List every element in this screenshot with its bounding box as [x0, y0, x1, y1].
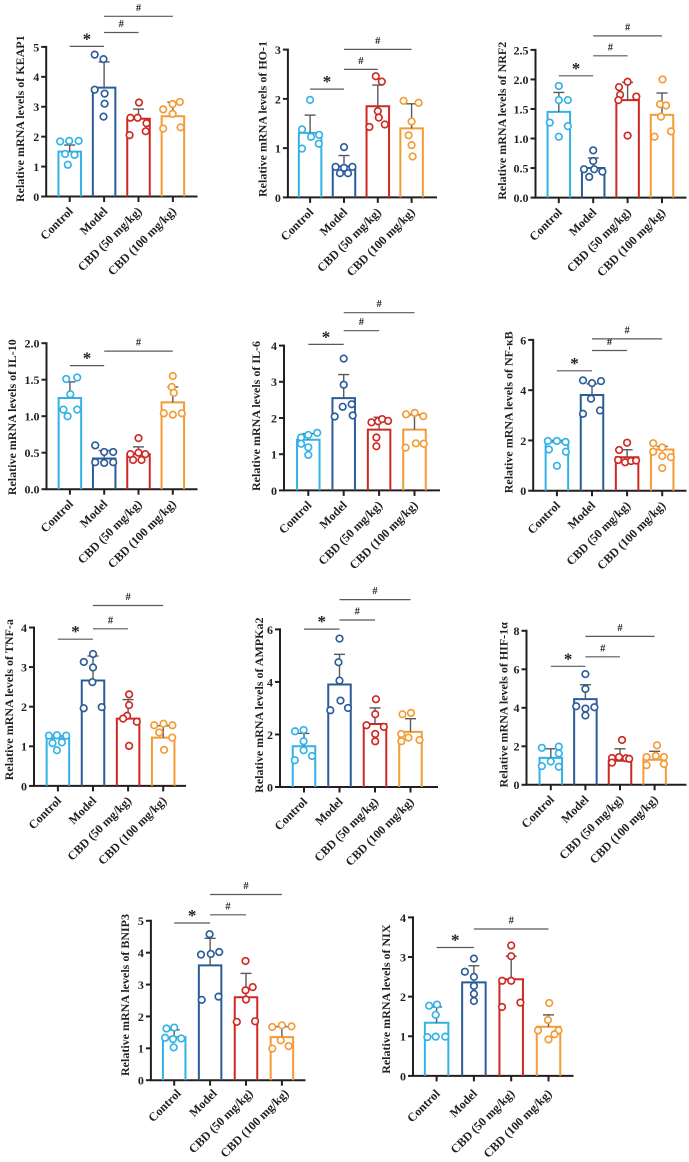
svg-text:6: 6: [514, 663, 520, 677]
svg-text:2.0: 2.0: [514, 73, 529, 87]
svg-text:3: 3: [275, 43, 281, 57]
svg-text:4: 4: [520, 384, 526, 398]
svg-text:2: 2: [21, 700, 27, 714]
svg-text:#: #: [108, 615, 114, 626]
svg-text:4: 4: [271, 339, 277, 353]
svg-text:#: #: [225, 901, 231, 912]
svg-text:*: *: [71, 622, 80, 641]
svg-text:#: #: [372, 586, 378, 597]
svg-text:0: 0: [520, 484, 526, 498]
svg-text:#: #: [119, 19, 125, 30]
svg-text:2: 2: [400, 990, 406, 1004]
svg-text:Relative mRNA levels of NRF2: Relative mRNA levels of NRF2: [495, 42, 509, 200]
svg-text:1: 1: [138, 1042, 144, 1056]
svg-text:*: *: [188, 906, 197, 925]
svg-text:*: *: [323, 72, 332, 91]
svg-text:0: 0: [33, 190, 39, 204]
svg-text:1: 1: [21, 740, 27, 754]
svg-text:#: #: [608, 42, 614, 53]
svg-text:*: *: [318, 612, 327, 631]
svg-text:2: 2: [514, 740, 520, 754]
svg-text:6: 6: [267, 623, 273, 637]
svg-text:3: 3: [138, 978, 144, 992]
svg-text:0.5: 0.5: [25, 446, 40, 460]
svg-text:#: #: [136, 338, 142, 349]
svg-text:*: *: [570, 354, 579, 373]
svg-text:4: 4: [33, 70, 39, 84]
svg-text:*: *: [451, 931, 460, 950]
svg-text:2: 2: [33, 130, 39, 144]
svg-text:Relative mRNA levels of IL-10: Relative mRNA levels of IL-10: [5, 339, 19, 495]
svg-text:Relative mRNA levels of NF-κB: Relative mRNA levels of NF-κB: [502, 331, 516, 493]
svg-text:0: 0: [267, 780, 273, 794]
svg-text:5: 5: [138, 914, 144, 928]
svg-text:Relative mRNA levels of AMPKa2: Relative mRNA levels of AMPKa2: [252, 618, 266, 793]
svg-text:*: *: [322, 327, 331, 346]
svg-text:Relative mRNA levels of HIF-1α: Relative mRNA levels of HIF-1α: [496, 622, 510, 788]
svg-text:4: 4: [267, 675, 273, 689]
svg-text:4: 4: [21, 621, 27, 635]
svg-text:0: 0: [514, 778, 520, 792]
svg-text:#: #: [355, 607, 361, 618]
svg-text:4: 4: [400, 911, 406, 925]
svg-text:#: #: [607, 337, 613, 348]
svg-text:0: 0: [275, 191, 281, 205]
svg-text:*: *: [564, 649, 573, 668]
svg-text:1.5: 1.5: [25, 373, 40, 387]
svg-text:Relative mRNA levels of TNF-a: Relative mRNA levels of TNF-a: [2, 619, 16, 780]
svg-text:8: 8: [514, 624, 520, 638]
svg-text:3: 3: [271, 375, 277, 389]
svg-text:#: #: [125, 592, 131, 603]
svg-text:1.0: 1.0: [514, 132, 529, 146]
svg-text:3: 3: [33, 100, 39, 114]
svg-text:*: *: [83, 349, 92, 368]
svg-text:#: #: [617, 623, 623, 634]
svg-text:2: 2: [275, 92, 281, 106]
svg-text:#: #: [358, 56, 364, 67]
svg-text:#: #: [624, 325, 630, 336]
svg-text:#: #: [359, 317, 365, 328]
svg-text:2: 2: [271, 411, 277, 425]
svg-text:2.5: 2.5: [514, 43, 529, 57]
svg-text:0: 0: [271, 484, 277, 498]
svg-text:4: 4: [514, 701, 520, 715]
svg-text:*: *: [83, 29, 92, 48]
svg-text:0.0: 0.0: [25, 483, 40, 497]
svg-text:Relative mRNA levels of HO-1: Relative mRNA levels of HO-1: [255, 41, 269, 197]
svg-text:5: 5: [33, 40, 39, 54]
svg-text:#: #: [509, 916, 515, 927]
svg-text:0: 0: [138, 1074, 144, 1088]
svg-text:#: #: [376, 299, 382, 310]
svg-text:6: 6: [520, 333, 526, 347]
svg-text:#: #: [625, 22, 631, 33]
svg-text:#: #: [375, 36, 381, 47]
svg-text:0.5: 0.5: [514, 161, 529, 175]
svg-text:1: 1: [271, 448, 277, 462]
svg-text:Relative mRNA levels of NIX: Relative mRNA levels of NIX: [379, 924, 393, 1074]
svg-text:#: #: [600, 643, 606, 654]
svg-text:#: #: [136, 3, 142, 14]
svg-text:1.5: 1.5: [514, 102, 529, 116]
svg-text:1.0: 1.0: [25, 410, 40, 424]
svg-text:0.0: 0.0: [514, 191, 529, 205]
svg-text:3: 3: [21, 661, 27, 675]
svg-text:1: 1: [33, 160, 39, 174]
svg-text:#: #: [243, 881, 249, 892]
svg-text:1: 1: [400, 1030, 406, 1044]
svg-text:2: 2: [520, 434, 526, 448]
svg-text:0: 0: [21, 779, 27, 793]
svg-text:*: *: [572, 59, 581, 78]
svg-text:3: 3: [400, 950, 406, 964]
svg-text:2: 2: [138, 1010, 144, 1024]
svg-text:1: 1: [275, 142, 281, 156]
svg-text:Relative mRNA levels of BNIP3: Relative mRNA levels of BNIP3: [118, 914, 132, 1076]
svg-text:0: 0: [400, 1069, 406, 1083]
svg-text:2.0: 2.0: [25, 337, 40, 351]
svg-text:4: 4: [138, 946, 144, 960]
svg-text:Relative mRNA levels of IL-6: Relative mRNA levels of IL-6: [249, 341, 263, 491]
svg-text:2: 2: [267, 728, 273, 742]
svg-text:Relative mRNA levels of KEAP1: Relative mRNA levels of KEAP1: [13, 35, 27, 202]
